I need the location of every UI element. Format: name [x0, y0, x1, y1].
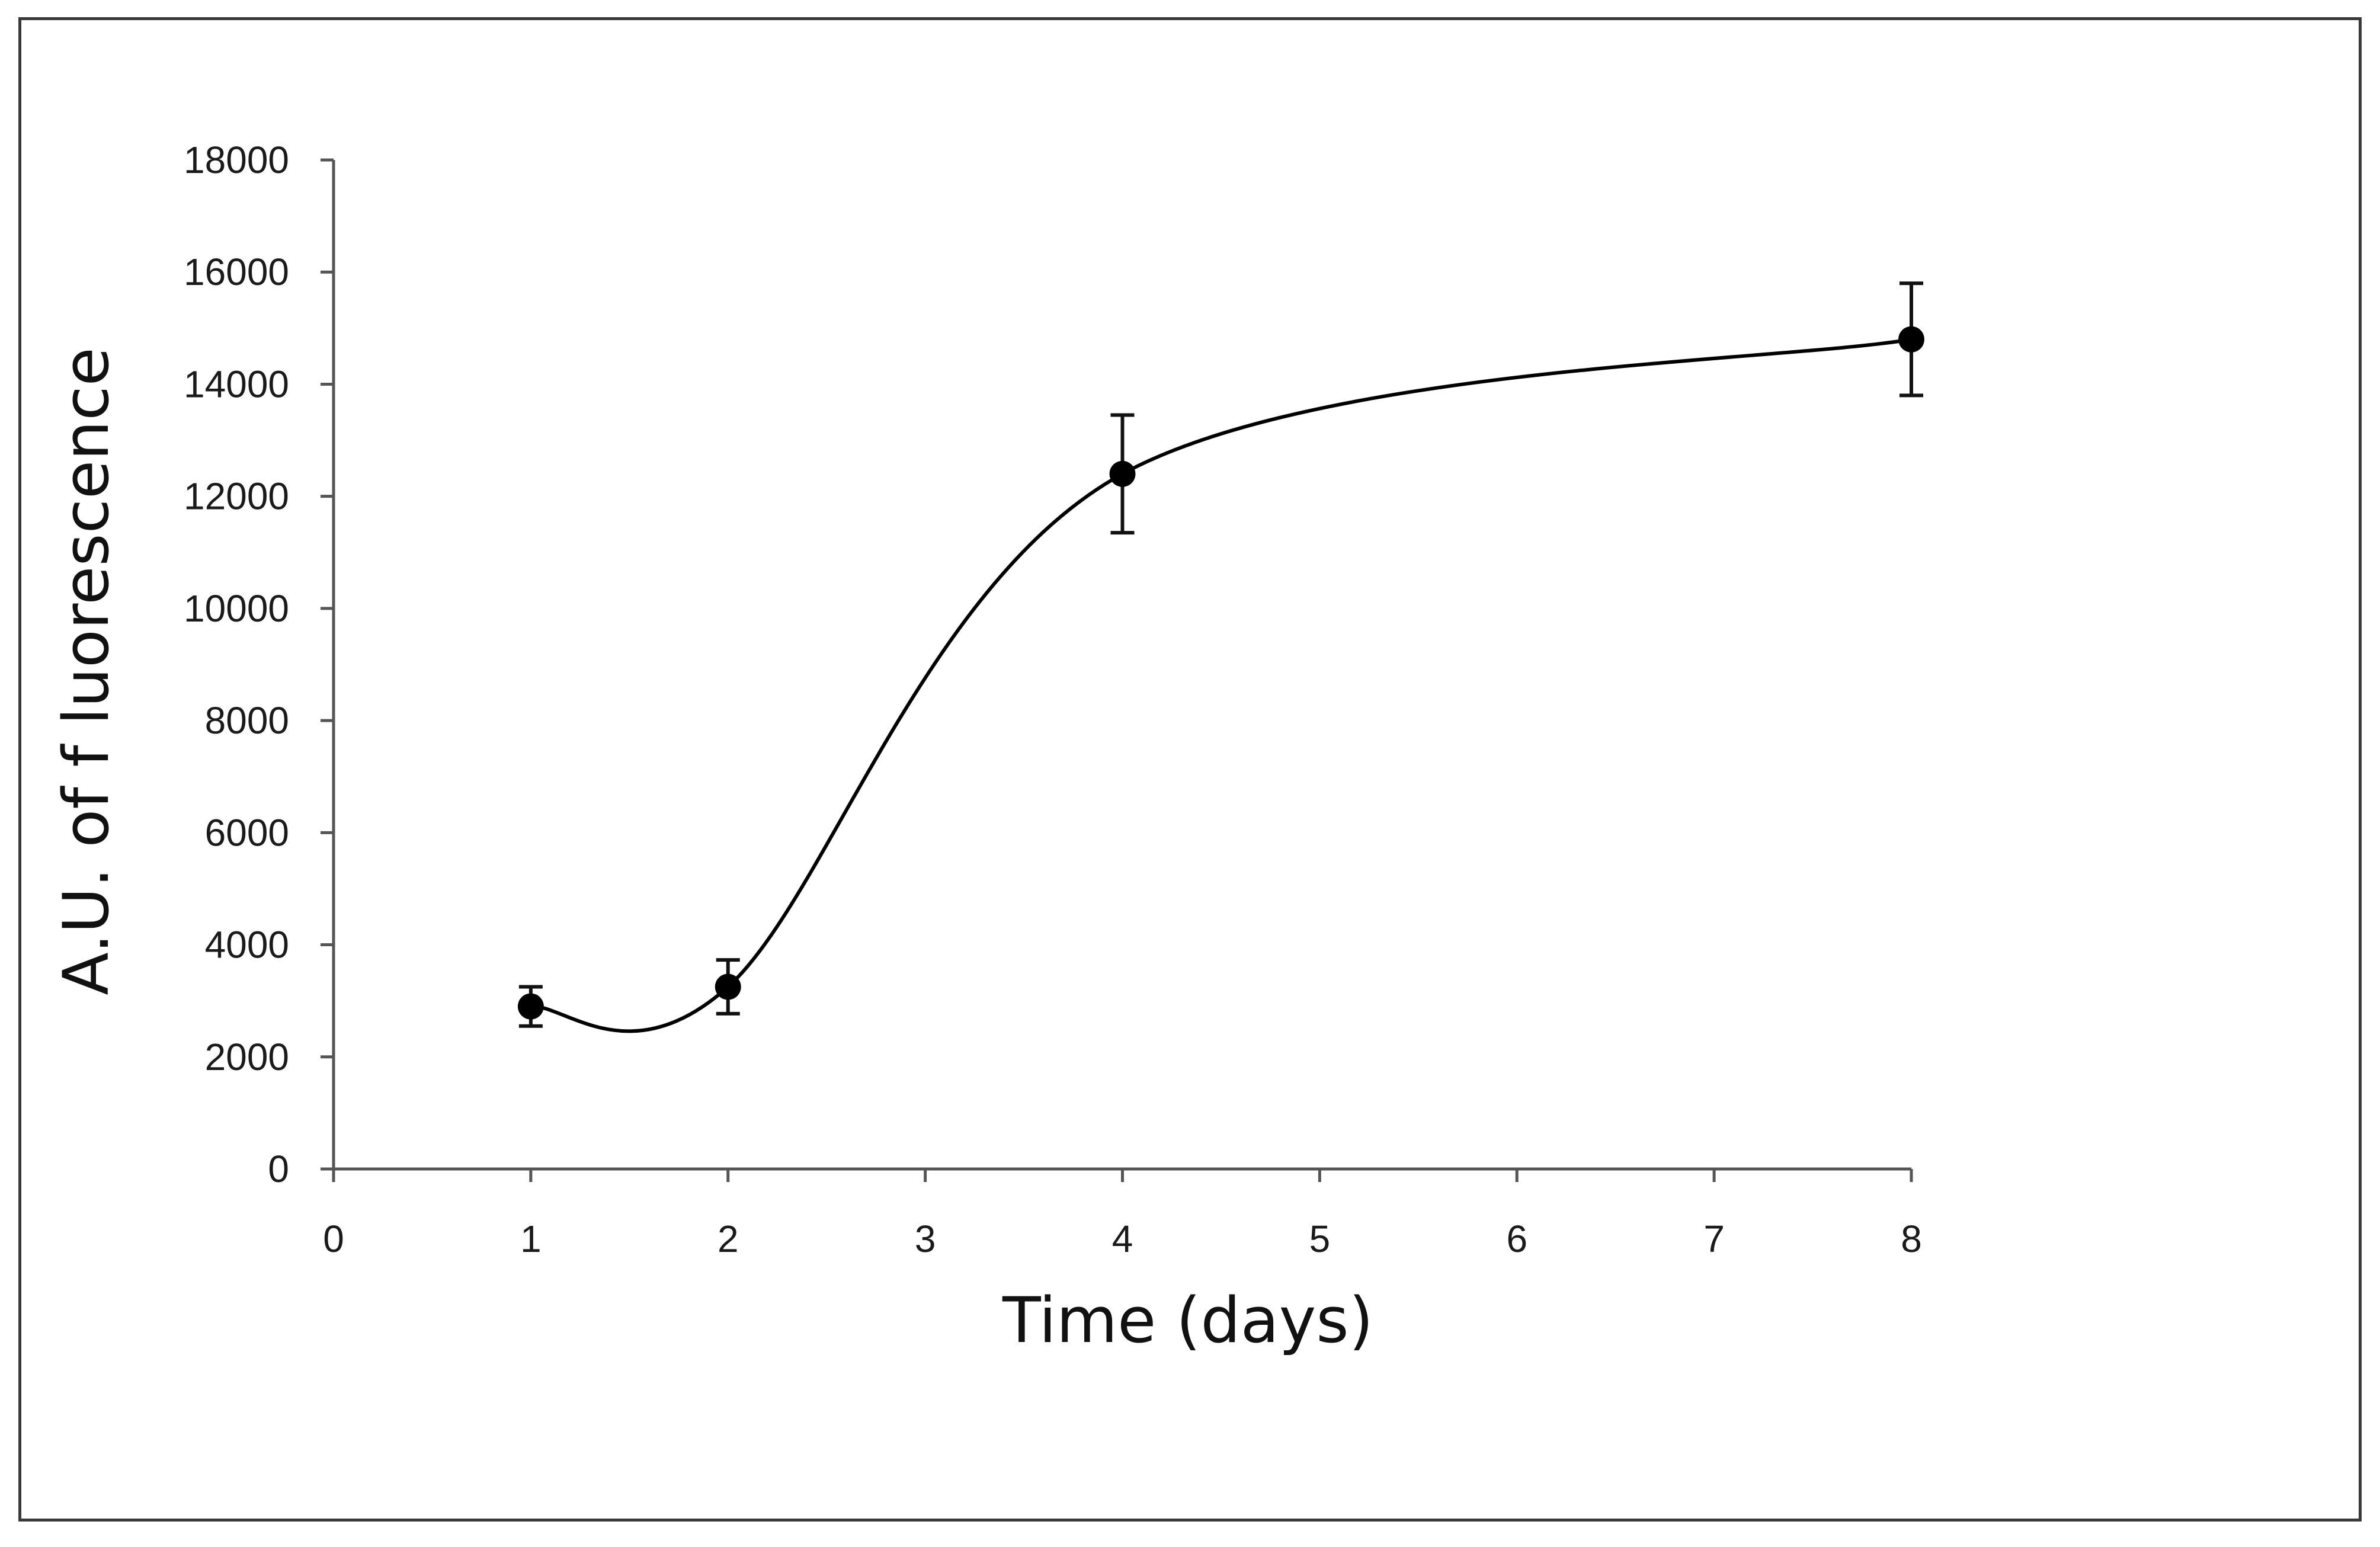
x-tick-label: 1 — [520, 1218, 542, 1260]
x-axis-title: Time (days) — [1002, 1284, 1373, 1357]
x-tick-label: 4 — [1112, 1218, 1133, 1260]
y-tick-label: 18000 — [184, 139, 289, 181]
data-point — [517, 993, 544, 1020]
x-tick-label: 2 — [717, 1218, 739, 1260]
y-tick-label: 12000 — [184, 475, 289, 518]
y-tick-label: 10000 — [184, 587, 289, 630]
y-axis-title: A.U. of f luorescence — [50, 347, 123, 995]
curve — [530, 337, 1912, 1033]
y-tick-label: 16000 — [184, 251, 289, 293]
y-tick-label: 0 — [268, 1148, 289, 1190]
data-point — [1109, 460, 1136, 487]
x-tick-label: 5 — [1309, 1218, 1331, 1260]
x-tick-label: 6 — [1506, 1218, 1527, 1260]
data-points — [517, 326, 1924, 1020]
series-line — [530, 337, 1912, 1033]
y-tick-label: 8000 — [205, 699, 289, 742]
x-tick-label: 8 — [1901, 1218, 1922, 1260]
ticks: 0200040006000800010000120001400016000180… — [184, 139, 1922, 1260]
y-tick-label: 14000 — [184, 363, 289, 405]
y-tick-label: 2000 — [205, 1036, 289, 1078]
data-point — [715, 973, 741, 1000]
error-bars — [518, 281, 1923, 1028]
chart-frame — [18, 17, 2362, 1522]
x-tick-label: 7 — [1703, 1218, 1725, 1260]
y-tick-label: 6000 — [205, 811, 289, 854]
x-tick-label: 3 — [915, 1218, 936, 1260]
data-point — [1898, 326, 1924, 353]
y-tick-label: 4000 — [205, 924, 289, 966]
x-tick-label: 0 — [323, 1218, 344, 1260]
